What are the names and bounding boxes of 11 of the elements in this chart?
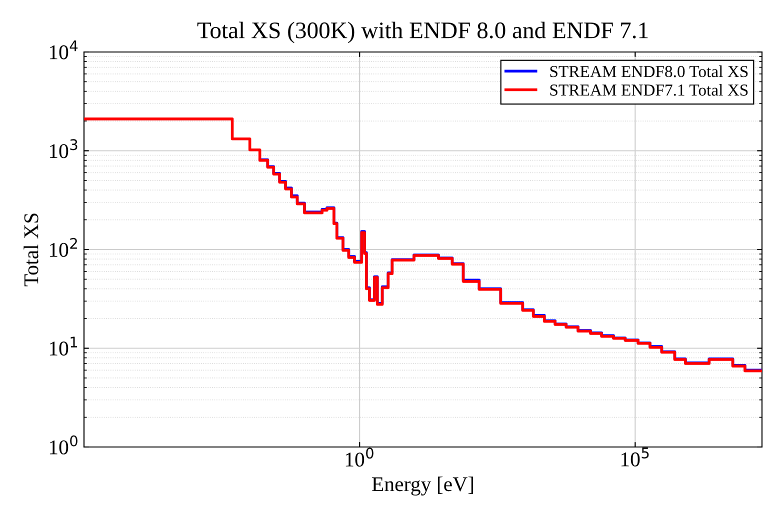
y-tick-label: 10$^{2}$ [50,238,77,257]
y-axis-title: Total XS [24,214,38,286]
y-tick-label: 10$^{1}$ [50,336,78,356]
y-tick-label: 10$^{0}$ [50,435,78,454]
x-tick-label: 10$^{5}$ [621,448,649,466]
legend-label: STREAM ENDF7.1 Total XS [550,84,748,96]
y-tick-label: 10$^{3}$ [50,139,78,158]
y-tick-label: 10$^{4}$ [50,40,78,60]
x-axis-title: Energy [eV] [372,476,474,496]
legend-label: STREAM ENDF8.0 Total XS [550,65,748,78]
chart-title: Total XS (300K) with ENDF 8.0 and ENDF 7.1 [197,22,648,44]
